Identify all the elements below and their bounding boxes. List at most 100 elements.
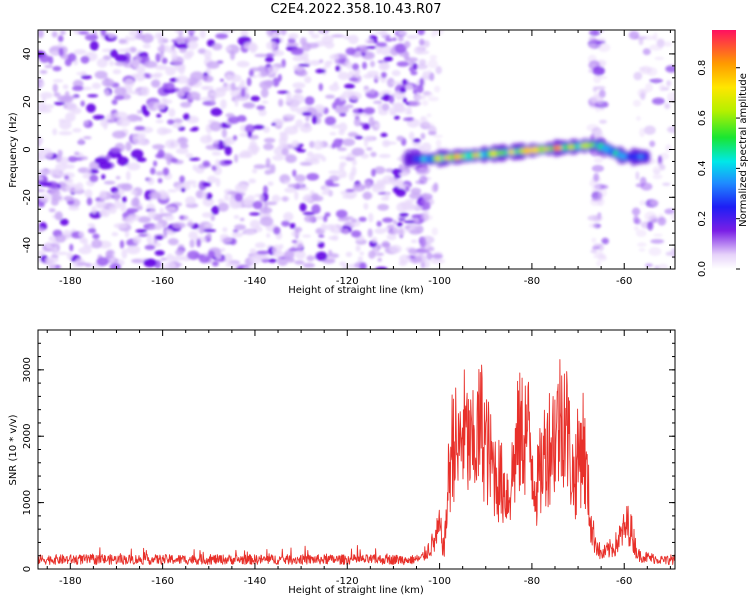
noise-blob: [277, 90, 290, 94]
noise-blob: [84, 262, 92, 268]
noise-blob: [391, 70, 401, 77]
x-tick-label: -80: [524, 576, 540, 587]
noise-blob: [351, 166, 357, 177]
noise-blob: [167, 238, 179, 246]
noise-blob: [60, 30, 66, 35]
noise-blob: [408, 66, 415, 72]
spectrogram-axes: -180 -160 -140 -120 -100 -80 -60 -40 -20 0 20 40: [22, 29, 675, 287]
noise-blob: [628, 30, 640, 40]
noise-blob: [130, 190, 138, 195]
signal-band: [403, 137, 651, 168]
y-tick-label: -20: [22, 189, 33, 205]
noise-blob: [112, 130, 127, 139]
noise-blob: [92, 233, 100, 240]
noise-blob: [587, 44, 597, 49]
noise-blob: [652, 174, 663, 180]
noise-blob: [370, 151, 377, 158]
noise-blob: [175, 36, 187, 44]
noise-blob: [185, 35, 199, 42]
noise-blob: [285, 154, 297, 163]
noise-blob: [137, 109, 142, 114]
noise-blob: [48, 235, 58, 242]
noise-blob: [268, 65, 279, 74]
noise-blob: [109, 263, 122, 269]
noise-blob: [377, 203, 389, 211]
noise-blob: [633, 225, 639, 231]
noise-blob: [101, 48, 114, 53]
noise-blob: [348, 91, 362, 101]
noise-blob: [87, 94, 99, 98]
noise-blob: [359, 251, 365, 256]
noise-blob: [405, 84, 413, 91]
noise-blob: [272, 50, 285, 57]
noise-blob: [642, 35, 656, 41]
noise-blob: [38, 30, 44, 39]
noise-blob: [313, 140, 324, 150]
noise-blob: [665, 251, 672, 256]
noise-blob: [377, 257, 382, 262]
noise-blob: [243, 41, 257, 50]
noise-blob: [67, 156, 78, 163]
noise-blob: [201, 190, 208, 200]
noise-blob: [325, 94, 335, 99]
x-tick-label: -140: [244, 276, 267, 287]
noise-blob: [396, 61, 409, 67]
noise-blob: [345, 189, 355, 193]
noise-blob: [103, 180, 116, 185]
noise-blob: [342, 228, 350, 235]
snr-series: [38, 359, 675, 566]
noise-blob: [64, 164, 76, 169]
noise-blob: [363, 88, 371, 93]
noise-blob: [219, 78, 224, 82]
noise-blob: [385, 168, 394, 173]
x-tick-label: -120: [336, 576, 359, 587]
spectrogram-ylabel: Frequency (Hz): [8, 112, 19, 188]
noise-blob: [180, 101, 192, 108]
noise-blob: [376, 183, 383, 187]
noise-blob: [380, 30, 388, 38]
noise-blob: [256, 250, 271, 255]
noise-blob: [100, 30, 107, 37]
noise-blob: [426, 252, 433, 261]
noise-blob: [45, 150, 54, 159]
noise-blob: [288, 33, 299, 40]
y-tick-label: 20: [22, 95, 33, 108]
noise-blob: [72, 79, 84, 89]
noise-blob: [265, 157, 271, 168]
noise-blob: [38, 150, 47, 160]
noise-blob: [266, 233, 271, 238]
noise-blob: [420, 115, 427, 122]
noise-blob: [136, 65, 146, 74]
noise-blob: [161, 97, 168, 103]
noise-blob: [87, 223, 95, 228]
noise-blob: [302, 234, 312, 238]
noise-blob: [65, 183, 80, 193]
noise-blob: [410, 70, 418, 76]
noise-blob: [167, 49, 178, 54]
noise-blob: [113, 191, 120, 201]
noise-blob: [384, 38, 393, 42]
noise-blob: [239, 217, 245, 222]
noise-blob: [382, 175, 395, 185]
noise-blob: [304, 76, 312, 84]
noise-blob: [95, 200, 107, 208]
noise-blob: [376, 220, 382, 227]
noise-blob: [382, 90, 392, 95]
noise-blob: [80, 55, 90, 64]
noise-blob: [89, 174, 99, 183]
noise-blob: [330, 224, 335, 233]
noise-blob: [304, 96, 315, 106]
noise-blob: [114, 95, 125, 101]
noise-blob: [334, 105, 349, 114]
noise-blob: [365, 46, 377, 49]
noise-blob: [413, 217, 420, 223]
noise-blob: [155, 119, 164, 124]
noise-blob: [44, 256, 59, 264]
noise-blob: [309, 60, 321, 66]
noise-blob: [405, 185, 410, 192]
noise-blob: [416, 84, 424, 94]
noise-blob: [662, 182, 671, 186]
noise-blob: [306, 255, 315, 262]
noise-blob: [129, 30, 139, 37]
noise-blob: [357, 108, 364, 113]
